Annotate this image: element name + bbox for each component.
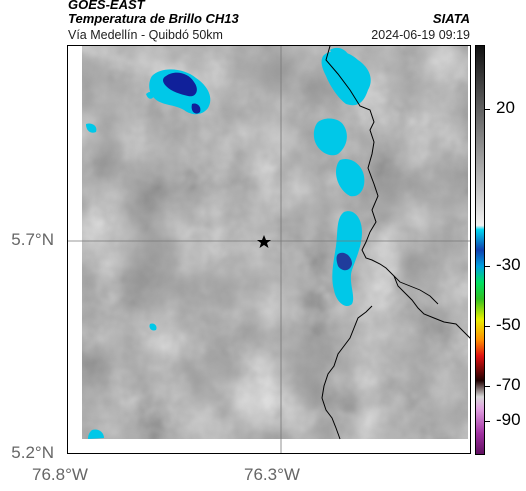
border-line-branch <box>393 275 439 305</box>
nodata-right <box>468 46 470 453</box>
border-line-east <box>325 46 470 339</box>
colorbar-tick <box>485 326 490 327</box>
lat-label-5-7: 5.7°N <box>11 230 54 249</box>
product-title: Temperatura de Brillo CH13 <box>68 11 239 26</box>
lon-label-76-8: 76.8°W <box>32 465 88 484</box>
nodata-left <box>68 46 82 439</box>
colorbar-label: 20 <box>496 98 515 117</box>
colorbar <box>475 45 485 455</box>
colorbar-tick <box>485 109 490 110</box>
map-canvas <box>68 46 470 453</box>
lon-label-76-3: 76.3°W <box>244 465 300 484</box>
timestamp: 2024-06-19 09:19 <box>371 28 470 42</box>
colorbar-label: -50 <box>496 315 521 334</box>
lat-label-5-2: 5.2°N <box>11 443 54 462</box>
border-line-south <box>321 305 373 440</box>
nodata-corner <box>68 439 82 453</box>
colorbar-tick <box>485 386 490 387</box>
organization-label: SIATA <box>432 11 470 26</box>
colorbar-label: -70 <box>496 375 521 394</box>
nodata-bottom <box>82 439 470 453</box>
colorbar-label: -30 <box>496 255 521 274</box>
colorbar-gradient <box>476 46 484 454</box>
deep-convection-cores <box>163 72 352 271</box>
colorbar-label: -90 <box>496 410 521 429</box>
colorbar-tick <box>485 266 490 267</box>
star-icon[interactable] <box>257 235 271 248</box>
route-subtitle: Vía Medellín - Quibdó 50km <box>68 28 223 42</box>
satellite-map[interactable] <box>67 45 471 454</box>
satellite-name: GOES-EAST <box>68 0 145 12</box>
colorbar-tick <box>485 421 490 422</box>
cloud-texture <box>68 46 470 453</box>
